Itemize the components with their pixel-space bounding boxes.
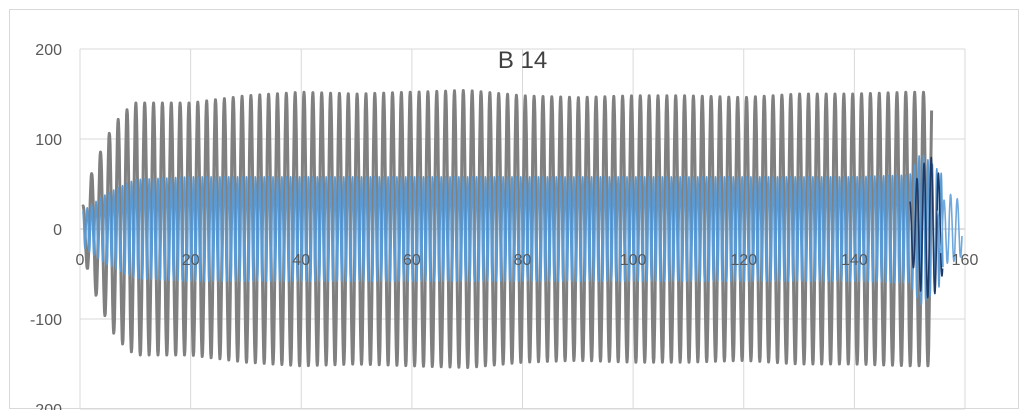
y-tick-label: 200	[35, 42, 62, 59]
series-line-1	[81, 89, 934, 369]
x-tick-label: 100	[620, 252, 647, 269]
y-tick-label: 100	[35, 132, 62, 149]
x-tick-label: 40	[292, 252, 310, 269]
series-line-4	[936, 193, 963, 264]
y-tick-label: -200	[30, 402, 62, 410]
x-tick-label: 80	[514, 252, 532, 269]
chart-container: -200 -100 0 100 200 0 20 40 60 80 100 120 140 160 B 1…	[9, 9, 1019, 410]
x-tick-label: 160	[952, 252, 979, 269]
y-tick-label: -100	[30, 312, 62, 329]
series-group	[81, 89, 963, 369]
x-tick-label: 120	[730, 252, 757, 269]
line-chart: -200 -100 0 100 200 0 20 40 60 80 100 120 140 160 B 1…	[30, 42, 978, 410]
chart-title: B 14	[498, 47, 547, 74]
y-tick-label: 0	[53, 222, 62, 239]
x-tick-label: 0	[76, 252, 85, 269]
series-line-3	[909, 156, 944, 299]
x-tick-label: 60	[403, 252, 421, 269]
x-tick-label: 20	[182, 252, 200, 269]
series-line-2	[82, 154, 944, 306]
tick-labels: -200 -100 0 100 200 0 20 40 60 80 100 120 140 160	[30, 42, 978, 410]
x-tick-label: 140	[841, 252, 868, 269]
